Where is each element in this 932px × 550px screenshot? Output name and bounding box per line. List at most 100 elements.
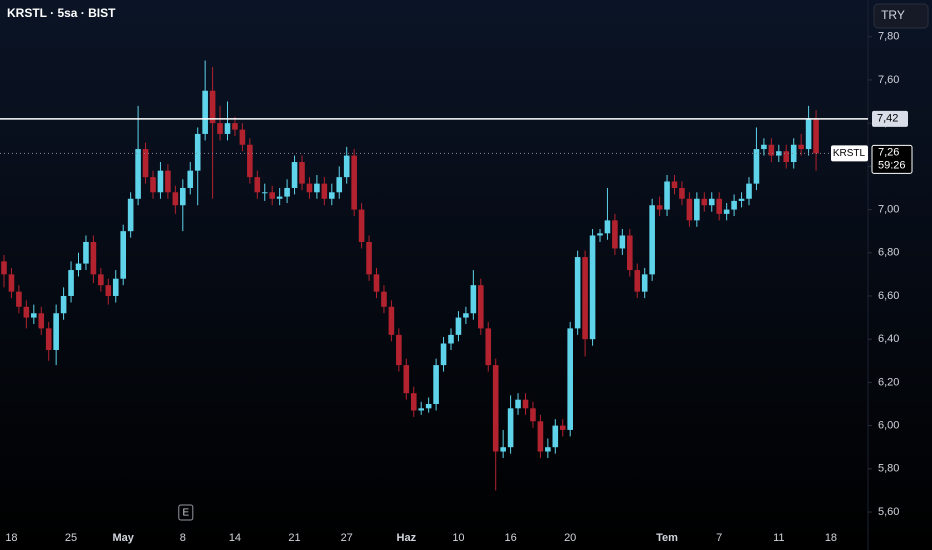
candle-body — [425, 403, 432, 409]
candle-body — [634, 270, 641, 292]
candle-body — [723, 209, 730, 214]
candle-body — [45, 328, 52, 350]
candle-body — [351, 155, 357, 210]
candle-body — [537, 421, 544, 452]
candle-body — [545, 447, 551, 452]
candle-body — [31, 313, 37, 318]
candle-body — [98, 274, 104, 286]
candle-body — [142, 149, 149, 178]
candle-body — [90, 241, 97, 275]
candle-body — [187, 170, 194, 188]
candle-body — [232, 123, 238, 130]
y-tick-label: 6,00 — [878, 420, 899, 432]
candle-body — [761, 144, 767, 150]
candle-body — [552, 425, 559, 448]
candle-body — [731, 200, 737, 210]
candle-body — [448, 334, 454, 344]
price-tag — [872, 110, 908, 127]
y-tick-label: 6,40 — [878, 333, 899, 345]
candle-body — [180, 187, 186, 206]
candle-body — [530, 408, 536, 422]
candle-body — [299, 162, 305, 184]
candle-body — [135, 149, 141, 199]
candle-body — [597, 233, 603, 236]
candle-body — [813, 118, 819, 154]
candle-body — [120, 231, 126, 279]
y-tick-label: 6,20 — [878, 376, 899, 388]
price-label: 7,42 — [877, 113, 898, 125]
candle-body — [701, 198, 708, 206]
candle-body — [507, 408, 514, 448]
candle-body — [150, 177, 156, 193]
candle-body — [381, 291, 387, 307]
candle-body — [664, 181, 670, 210]
candle-body — [589, 235, 596, 340]
x-tick-label: Tem — [656, 532, 678, 544]
event-marker-box — [178, 504, 194, 521]
candle-body — [418, 408, 424, 411]
x-tick-label: 21 — [288, 532, 300, 544]
candle-body — [463, 313, 469, 318]
candle-body — [619, 235, 626, 249]
price-tag — [871, 144, 913, 174]
candle-body — [410, 393, 417, 411]
x-tick-label: Haz — [397, 532, 417, 544]
candle-body — [202, 90, 208, 134]
x-tick-label: 27 — [341, 532, 353, 544]
candle-body — [254, 177, 261, 193]
x-tick-label: May — [112, 532, 134, 544]
candle-body — [753, 149, 760, 184]
countdown: 59:26 — [878, 159, 906, 171]
x-tick-label: 10 — [452, 532, 464, 544]
candle-body — [53, 313, 59, 350]
candle-body — [679, 187, 685, 199]
candle-body — [776, 151, 782, 156]
candle-body — [1, 261, 7, 275]
candle-body — [373, 274, 380, 292]
x-tick-label: 8 — [180, 532, 186, 544]
candle-body — [105, 285, 112, 296]
candle-body — [276, 196, 283, 199]
candle-body — [649, 205, 655, 275]
candle-body — [559, 425, 566, 430]
candle-body — [68, 270, 74, 296]
candle-body — [500, 447, 506, 452]
candle-body — [612, 220, 618, 249]
candle-body — [306, 183, 313, 193]
candle-body — [396, 334, 402, 366]
candle-body — [485, 328, 492, 366]
candle-body — [671, 181, 678, 188]
candle-body — [567, 328, 573, 430]
candle-body — [746, 183, 752, 199]
candle-body — [604, 220, 611, 234]
event-marker: E — [182, 508, 189, 519]
candle-body — [783, 151, 790, 163]
candle-body — [75, 263, 82, 271]
x-tick-label: 20 — [564, 532, 576, 544]
candle-body — [38, 313, 45, 329]
candle-body — [224, 123, 231, 134]
candle-body — [261, 192, 268, 194]
candle-body — [492, 365, 499, 452]
candle-body — [157, 170, 164, 193]
candle-body — [83, 241, 89, 264]
candle-body — [716, 198, 722, 214]
candle-body — [239, 129, 246, 145]
candle-body — [366, 241, 372, 275]
candle-body — [194, 133, 201, 171]
y-tick-label: 5,80 — [878, 463, 899, 475]
candle-body — [60, 295, 67, 314]
candle-body — [440, 343, 447, 366]
currency[interactable]: TRY — [881, 8, 905, 22]
candle-body — [112, 278, 119, 296]
candle-body — [23, 306, 30, 318]
candle-body — [247, 144, 253, 178]
candle-body — [16, 291, 22, 307]
currency-button[interactable] — [873, 3, 929, 29]
candle-body — [582, 257, 588, 340]
price-label: 7,26 — [878, 146, 899, 158]
y-tick-label: 6,60 — [878, 290, 899, 302]
candle-body — [314, 183, 320, 193]
